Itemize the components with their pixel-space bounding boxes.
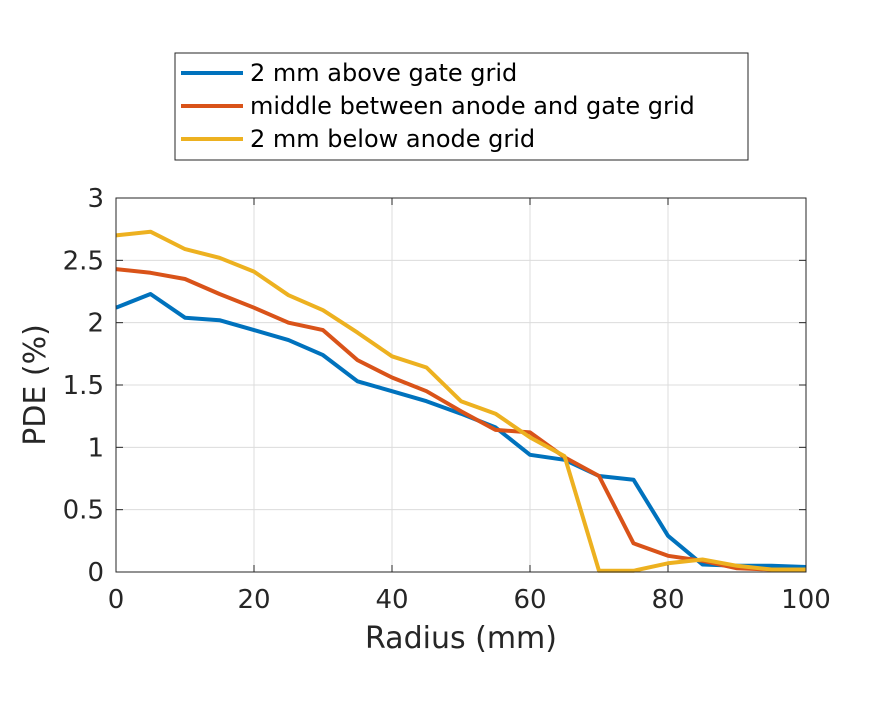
legend: 2 mm above gate grid middle between anode… <box>174 52 749 161</box>
series-lines <box>115 229 807 573</box>
y-tick-labels: 0 0.5 1 1.5 2 2.5 3 <box>63 184 104 588</box>
series-line-1 <box>115 292 807 569</box>
legend-box <box>174 52 749 161</box>
x-tick-label: 100 <box>781 585 831 615</box>
legend-label-2: middle between anode and gate grid <box>250 92 695 120</box>
y-tick-label: 2 <box>87 309 104 339</box>
x-tick-label: 40 <box>375 585 408 615</box>
y-tick-label: 1 <box>87 433 104 463</box>
x-tick-label: 20 <box>237 585 270 615</box>
x-axis-label: Radius (mm) <box>365 621 557 656</box>
x-tick-labels: 0 20 40 60 80 100 <box>108 585 831 615</box>
legend-label-1: 2 mm above gate grid <box>250 59 517 87</box>
x-tick-label: 0 <box>108 585 125 615</box>
y-axis-label: PDE (%) <box>18 324 53 446</box>
series-line-3 <box>115 229 806 573</box>
legend-label-3: 2 mm below anode grid <box>250 125 535 153</box>
y-tick-label: 2.5 <box>63 246 104 276</box>
y-tick-label: 0.5 <box>63 496 104 526</box>
y-tick-label: 1.5 <box>63 371 104 401</box>
x-tick-label: 60 <box>513 585 546 615</box>
x-tick-label: 80 <box>651 585 684 615</box>
y-tick-label: 3 <box>87 184 104 214</box>
y-tick-label: 0 <box>87 558 104 588</box>
plot-area: 0 20 40 60 80 100 0 0.5 1 1.5 2 2.5 3 <box>63 184 831 615</box>
tick-marks <box>115 197 807 573</box>
